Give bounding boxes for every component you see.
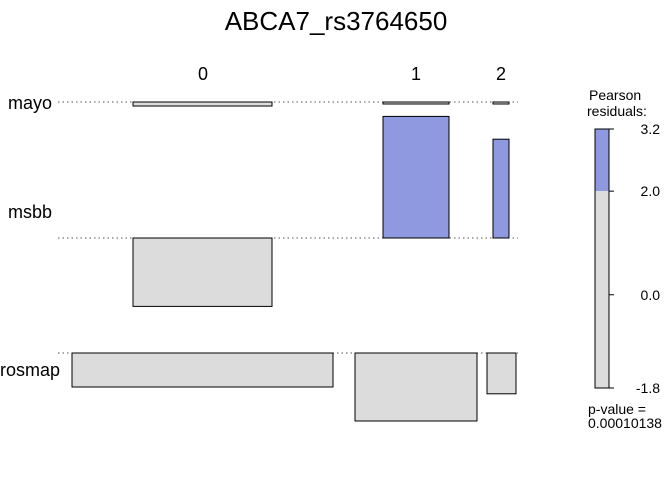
bar-rosmap-0 (71, 352, 334, 388)
legend-title-line1: Pearson (589, 87, 641, 103)
bar-msbb-1 (382, 115, 450, 239)
legend-title-line2: residuals: (587, 103, 647, 119)
legend-tick-label-0: 3.2 (641, 121, 661, 137)
column-label-2: 2 (496, 64, 506, 84)
legend-color-bar (594, 128, 610, 389)
bar-rosmap-1 (354, 352, 478, 422)
legend-tick-label-2: 0.0 (641, 287, 661, 303)
legend-neutral-segment (595, 191, 609, 388)
bar-rosmap-2 (486, 352, 517, 395)
bar-mayo-2 (492, 101, 510, 105)
row-label-rosmap: rosmap (0, 360, 60, 380)
legend-tick-label-1: 2.0 (641, 183, 661, 199)
bar-msbb-0 (132, 237, 273, 307)
chart-title: ABCA7_rs3764650 (225, 6, 448, 36)
pvalue-label: p-value = (588, 401, 646, 417)
bar-msbb-2 (492, 138, 510, 239)
pvalue-value: 0.00010138 (588, 415, 662, 431)
column-label-1: 1 (411, 64, 421, 84)
residual-bars (71, 101, 517, 422)
legend: Pearson residuals: 3.2 2.0 0.0 -1.8 (587, 87, 660, 396)
legend-frame (594, 128, 610, 389)
bar-mayo-1 (382, 101, 450, 105)
bar-mayo-0 (132, 101, 273, 107)
legend-positive-segment (595, 129, 609, 192)
row-label-msbb: msbb (8, 202, 52, 222)
row-label-mayo: mayo (8, 93, 52, 113)
column-label-0: 0 (198, 64, 208, 84)
legend-tick-label-3: -1.8 (636, 380, 660, 396)
legend-ticks: 3.2 2.0 0.0 -1.8 (609, 121, 660, 396)
